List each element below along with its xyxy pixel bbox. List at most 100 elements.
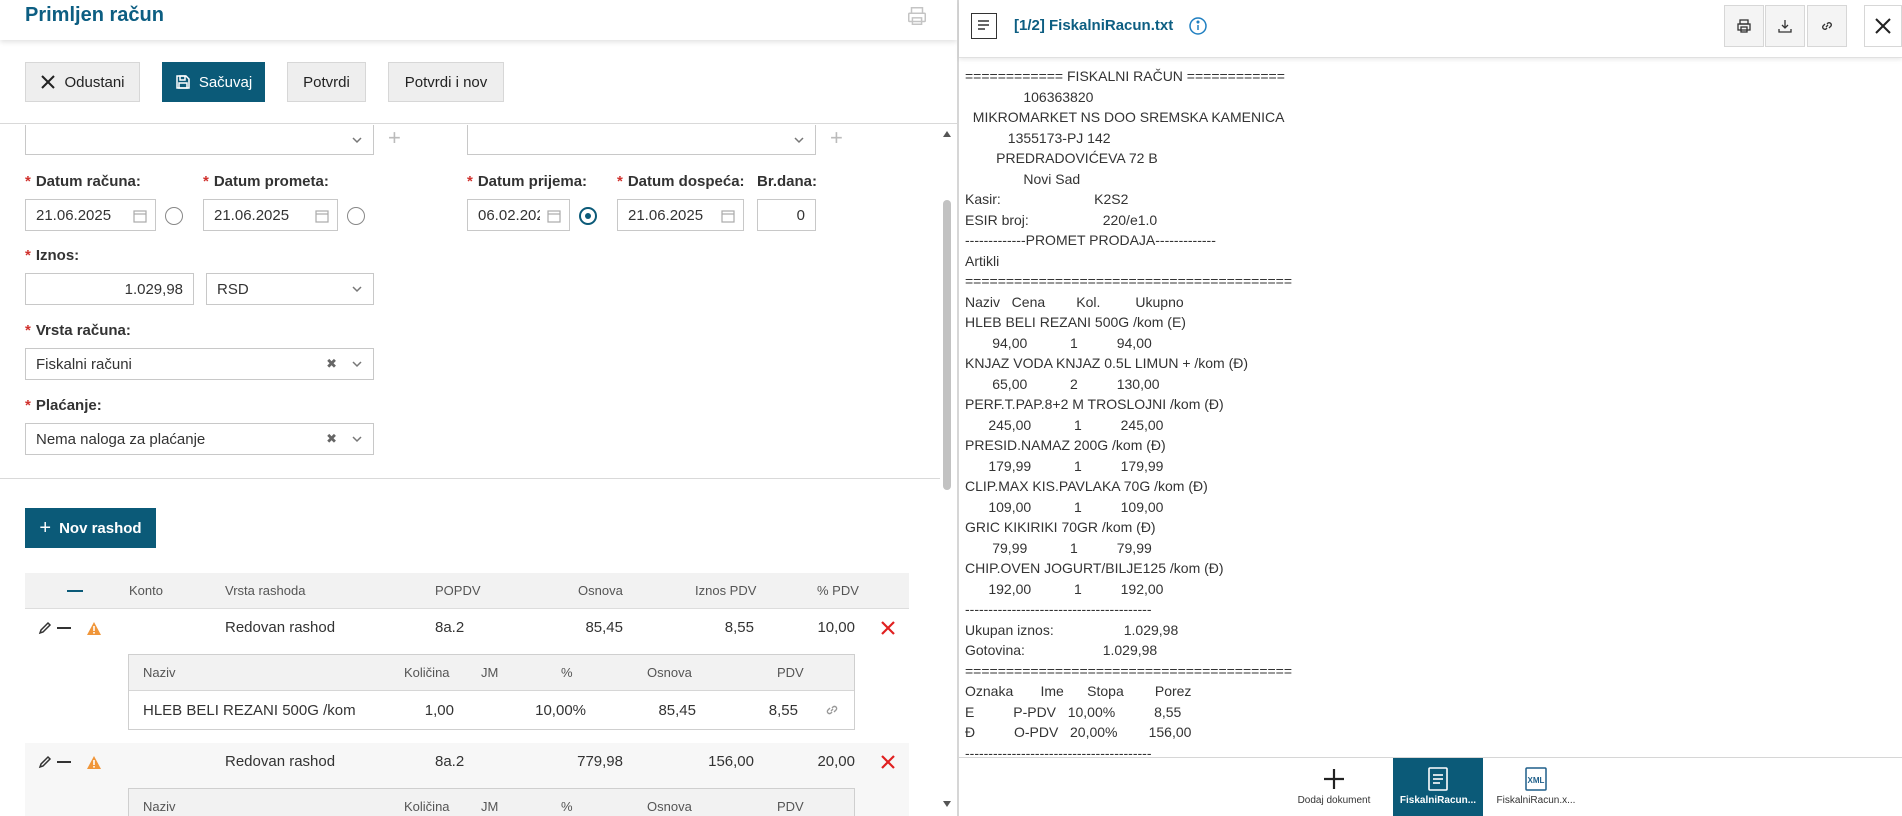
datum-prometa-label: * Datum prometa: xyxy=(203,173,329,190)
add-second-icon[interactable]: + xyxy=(830,125,843,150)
placanje-select[interactable]: Nema naloga za plaćanje ✖ xyxy=(25,423,374,455)
new-expense-button[interactable]: + Nov rashod xyxy=(25,508,156,548)
collapse-all-icon[interactable] xyxy=(67,590,83,593)
scroll-down-icon[interactable] xyxy=(942,800,952,808)
datum-dospeca-input[interactable]: 21.06.2025 xyxy=(617,199,744,231)
print-icon[interactable] xyxy=(906,5,928,27)
invoice-form: + + * Datum računa: * Datum prometa: * Datu… xyxy=(0,125,940,480)
second-select[interactable] xyxy=(467,125,816,155)
calendar-icon[interactable] xyxy=(547,209,561,223)
tab-fiskalni-racun-txt[interactable]: FiskalniRacun... xyxy=(1393,758,1483,816)
receipt-line: KNJAZ VODA KNJAZ 0.5L LIMUN + /kom (Đ) xyxy=(965,355,1249,371)
save-button[interactable]: Sačuvaj xyxy=(162,62,265,102)
receipt-line: -------------PROMET PRODAJA------------- xyxy=(965,232,1216,248)
warning-icon xyxy=(87,622,101,635)
download-icon xyxy=(1778,20,1792,33)
subtable-row: HLEB BELI REZANI 500G /kom 1,00 10,00% 8… xyxy=(129,692,854,728)
close-preview-button[interactable] xyxy=(1864,5,1902,47)
delete-icon[interactable] xyxy=(880,620,896,636)
subtable-header: Naziv Količina JM % Osnova PDV xyxy=(129,655,854,691)
minus-icon[interactable] xyxy=(57,627,71,630)
receipt-line: E P-PDV 10,00% 8,55 xyxy=(965,703,1182,720)
receipt-line: 245,00 1 245,00 xyxy=(965,416,1164,433)
vrsta-racuna-select[interactable]: Fiskalni računi ✖ xyxy=(25,348,374,380)
pane-divider[interactable] xyxy=(957,0,959,816)
delete-icon[interactable] xyxy=(880,754,896,770)
vrsta-racuna-label: * Vrsta računa: xyxy=(25,322,131,339)
receipt-line: MIKROMARKET NS DOO SREMSKA KAMENICA xyxy=(965,109,1285,125)
invoice-form-pane: Primljen račun Odustani Sačuvaj Potvrdi … xyxy=(0,4,957,816)
datum-prometa-radio[interactable] xyxy=(347,207,365,225)
br-dana-input[interactable]: 0 xyxy=(757,199,816,231)
document-header: [1/2] FiskalniRacun.txt xyxy=(959,0,1902,58)
info-icon[interactable] xyxy=(1188,16,1208,36)
document-icon xyxy=(1428,767,1448,791)
confirm-new-button[interactable]: Potvrdi i nov xyxy=(388,62,504,102)
receipt-line: ---------------------------------------- xyxy=(965,744,1152,757)
section-divider xyxy=(0,478,940,479)
document-tabs: Dodaj dokument FiskalniRacun... XML Fisk… xyxy=(959,758,1902,816)
form-scrollbar[interactable] xyxy=(940,130,954,810)
receipt-line: 192,00 1 192,00 xyxy=(965,580,1164,597)
receipt-line: 1355173-PJ 142 xyxy=(965,129,1111,146)
scroll-up-icon[interactable] xyxy=(942,130,952,138)
receipt-line: HLEB BELI REZANI 500G /kom (E) xyxy=(965,314,1186,330)
receipt-line: ESIR broj: 220/e1.0 xyxy=(965,211,1158,228)
pencil-icon[interactable] xyxy=(38,755,52,769)
datum-prijema-input[interactable]: 06.02.2025 xyxy=(467,199,570,231)
link-icon[interactable] xyxy=(825,703,839,717)
col-popdv: POPDV xyxy=(435,583,481,598)
col-konto: Konto xyxy=(129,583,163,598)
print-button[interactable] xyxy=(1724,5,1764,47)
document-title: [1/2] FiskalniRacun.txt xyxy=(1014,17,1174,34)
clear-icon[interactable]: ✖ xyxy=(326,356,337,371)
receipt-line: ======================================== xyxy=(965,273,1293,289)
add-document-button[interactable]: Dodaj dokument xyxy=(1289,758,1379,816)
calendar-icon[interactable] xyxy=(133,209,147,223)
form-toolbar: Odustani Sačuvaj Potvrdi Potvrdi i nov xyxy=(0,40,957,124)
receipt-line: ======================================== xyxy=(965,662,1293,679)
download-button[interactable] xyxy=(1765,5,1805,47)
cancel-button[interactable]: Odustani xyxy=(25,62,140,102)
currency-select[interactable]: RSD xyxy=(206,273,374,305)
link-button[interactable] xyxy=(1807,5,1847,47)
receipt-line: CHIP.OVEN JOGURT/BILJE125 /kom (Đ) xyxy=(965,560,1224,576)
datum-dospeca-label: * Datum dospeća: xyxy=(617,173,745,190)
receipt-line: Artikli xyxy=(965,252,1000,269)
datum-prijema-radio[interactable] xyxy=(579,207,597,225)
clear-icon[interactable]: ✖ xyxy=(326,431,337,446)
calendar-icon[interactable] xyxy=(315,209,329,223)
receipt-line: 94,00 1 94,00 xyxy=(965,334,1152,351)
receipt-line: Naziv Cena Kol. Ukupno xyxy=(965,293,1184,310)
expense-type: Redovan rashod xyxy=(225,619,336,636)
datum-racuna-radio[interactable] xyxy=(165,207,183,225)
expense-items-subtable: Naziv Količina JM % Osnova PDV xyxy=(128,788,855,816)
print-icon xyxy=(1737,19,1751,33)
tab-fiskalni-racun-xml[interactable]: XML FiskalniRacun.x... xyxy=(1491,758,1581,816)
close-icon xyxy=(41,75,56,89)
receipt-line: Oznaka Ime Stopa Porez xyxy=(965,683,1192,699)
svg-text:XML: XML xyxy=(1528,776,1545,785)
confirm-button[interactable]: Potvrdi xyxy=(287,62,366,102)
calendar-icon[interactable] xyxy=(721,209,735,223)
plus-icon xyxy=(1324,769,1344,789)
expense-type: Redovan rashod xyxy=(225,753,336,770)
datum-prometa-input[interactable]: 21.06.2025 xyxy=(203,199,338,231)
receipt-line: 106363820 xyxy=(965,88,1094,105)
datum-racuna-label: * Datum računa: xyxy=(25,173,141,190)
receipt-line: Gotovina: 1.029,98 xyxy=(965,642,1158,658)
pencil-icon[interactable] xyxy=(38,621,52,635)
br-dana-label: Br.dana: xyxy=(757,173,818,190)
receipt-line: 109,00 1 109,00 xyxy=(965,498,1164,515)
minus-icon[interactable] xyxy=(57,761,71,764)
add-partner-icon[interactable]: + xyxy=(388,125,401,150)
scroll-thumb[interactable] xyxy=(943,200,951,490)
expense-osnova: 85,45 xyxy=(585,619,623,636)
partner-select[interactable] xyxy=(25,125,374,155)
datum-racuna-input[interactable]: 21.06.2025 xyxy=(25,199,156,231)
chevron-down-icon xyxy=(352,137,362,144)
expense-iznos-pdv: 156,00 xyxy=(708,753,754,770)
receipt-line: CLIP.MAX KIS.PAVLAKA 70G /kom (Đ) xyxy=(965,478,1208,494)
subtable-header: Naziv Količina JM % Osnova PDV xyxy=(129,789,854,816)
iznos-input[interactable]: 1.029,98 xyxy=(25,273,194,305)
